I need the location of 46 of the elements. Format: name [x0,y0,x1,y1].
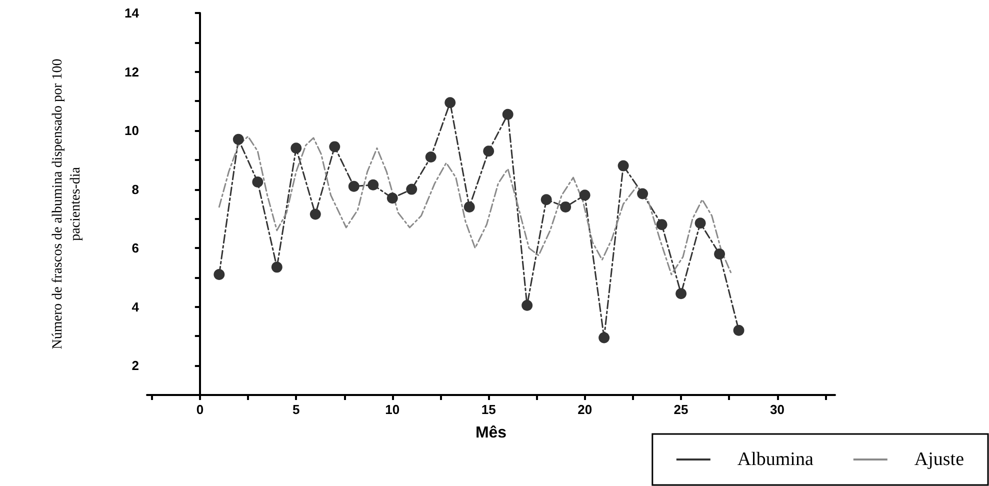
x-tick-label: 0 [196,402,204,417]
y-tick-label: 12 [124,64,139,80]
point [386,192,398,204]
x-tick-label: 30 [770,402,784,417]
x-tick-label: 10 [385,402,400,417]
point [714,248,726,260]
point [232,134,244,145]
point [618,160,629,172]
point [637,188,648,200]
y-tick-label: 14 [124,6,140,20]
point [733,324,744,336]
point [676,288,687,300]
point [540,194,552,206]
y-tick-label: 10 [124,123,139,138]
point [310,208,321,220]
y-axis-title: Número de frascos de albumina dispensado por 100 pacientes-dia [50,58,84,350]
point [522,300,533,311]
point [656,219,668,230]
point [252,176,264,188]
point [444,97,456,108]
point [406,184,418,195]
point [329,141,340,152]
point [560,201,572,212]
point [368,179,379,190]
y-tick-label: 4 [132,299,140,314]
point [483,146,494,157]
point [425,151,436,162]
point [214,269,225,280]
point [348,180,360,192]
y-tick-label: 8 [132,182,139,197]
x-tick-label: 20 [578,402,592,417]
point [579,190,590,201]
y-tick-label: 2 [132,358,139,374]
x-tick-label: 15 [481,402,496,417]
x-axis-title: Mês [475,424,507,442]
point [598,332,610,344]
point [502,108,514,120]
x-tick-label: 5 [292,402,300,417]
x-tick-label: 25 [674,402,688,417]
point [290,142,302,154]
legend-label: Albumina [737,449,814,470]
legend-label: Ajuste [914,449,964,470]
y-tick-label: 6 [132,240,139,256]
point [694,218,706,229]
point [464,201,475,212]
point [271,262,282,273]
